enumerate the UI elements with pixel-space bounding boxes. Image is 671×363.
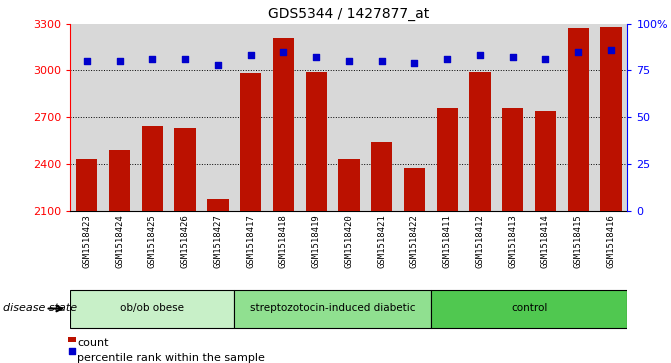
Bar: [502, 108, 523, 211]
Text: GSM1518422: GSM1518422: [410, 214, 419, 268]
Bar: [68, 337, 76, 342]
Bar: [142, 126, 163, 211]
Bar: [469, 72, 491, 211]
Text: GSM1518413: GSM1518413: [508, 214, 517, 268]
Text: GSM1518423: GSM1518423: [83, 214, 91, 268]
Bar: [109, 150, 130, 211]
Bar: [240, 73, 261, 211]
Text: ob/ob obese: ob/ob obese: [120, 303, 185, 313]
Text: GSM1518426: GSM1518426: [180, 214, 190, 268]
Text: control: control: [511, 303, 548, 313]
Text: GSM1518418: GSM1518418: [279, 214, 288, 268]
Text: GSM1518425: GSM1518425: [148, 214, 157, 268]
Bar: [371, 142, 393, 211]
Text: count: count: [77, 338, 109, 348]
Bar: [404, 168, 425, 211]
Text: GSM1518412: GSM1518412: [476, 214, 484, 268]
Text: GSM1518415: GSM1518415: [574, 214, 582, 268]
Text: GSM1518427: GSM1518427: [213, 214, 222, 268]
Title: GDS5344 / 1427877_at: GDS5344 / 1427877_at: [268, 7, 429, 21]
Point: [474, 53, 485, 58]
Text: GSM1518411: GSM1518411: [443, 214, 452, 268]
FancyBboxPatch shape: [70, 290, 234, 328]
Text: GSM1518416: GSM1518416: [607, 214, 615, 268]
Point: [507, 54, 518, 60]
Text: percentile rank within the sample: percentile rank within the sample: [77, 352, 265, 363]
Point: [246, 53, 256, 58]
Bar: [305, 72, 327, 211]
Text: streptozotocin-induced diabetic: streptozotocin-induced diabetic: [250, 303, 415, 313]
Point: [409, 60, 420, 66]
Point: [344, 58, 354, 64]
Text: GSM1518419: GSM1518419: [311, 214, 321, 268]
FancyBboxPatch shape: [234, 290, 431, 328]
Point: [278, 49, 289, 54]
Text: disease state: disease state: [3, 303, 77, 313]
Point: [81, 58, 92, 64]
FancyBboxPatch shape: [431, 290, 627, 328]
Point: [376, 58, 387, 64]
Text: GSM1518420: GSM1518420: [344, 214, 354, 268]
Point: [573, 49, 584, 54]
Point: [311, 54, 321, 60]
Point: [213, 62, 223, 68]
Bar: [437, 108, 458, 211]
Point: [180, 56, 191, 62]
Text: GSM1518421: GSM1518421: [377, 214, 386, 268]
Point: [114, 58, 125, 64]
Text: GSM1518414: GSM1518414: [541, 214, 550, 268]
Point: [147, 56, 158, 62]
Bar: [174, 128, 196, 211]
Point: [158, 235, 168, 241]
Point: [540, 56, 551, 62]
Point: [442, 56, 452, 62]
Bar: [338, 159, 360, 211]
Bar: [272, 38, 294, 211]
Text: GSM1518424: GSM1518424: [115, 214, 124, 268]
Bar: [568, 28, 589, 211]
Bar: [207, 199, 229, 211]
Point: [606, 47, 617, 53]
Bar: [76, 159, 97, 211]
Text: GSM1518417: GSM1518417: [246, 214, 255, 268]
Bar: [535, 111, 556, 211]
Bar: [601, 27, 621, 211]
